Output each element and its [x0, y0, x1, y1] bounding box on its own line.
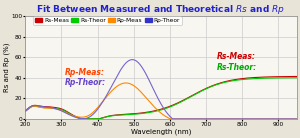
Rs-Meas — [148, 111, 152, 113]
Rp-Theor — [171, 118, 174, 120]
Text: Rs-Theor:: Rs-Theor: — [217, 63, 257, 72]
Rs-Theor — [148, 112, 152, 113]
Line: Rp-Theor: Rp-Theor — [25, 60, 296, 119]
Y-axis label: Rs and Rp (%): Rs and Rp (%) — [4, 43, 10, 92]
Text: Rp-Meas:: Rp-Meas: — [65, 68, 105, 77]
Rp-Theor — [37, 105, 41, 107]
Rp-Theor — [295, 118, 298, 120]
Line: Rp-Meas: Rp-Meas — [25, 83, 296, 119]
Rs-Meas — [237, 78, 241, 80]
Rp-Meas — [287, 118, 291, 120]
Rp-Theor — [155, 96, 159, 98]
Line: Rs-Theor: Rs-Theor — [25, 78, 296, 119]
Rp-Theor — [23, 110, 27, 112]
Line: Rs-Meas: Rs-Meas — [25, 76, 296, 119]
Rs-Meas — [287, 76, 291, 77]
Rs-Theor — [79, 118, 83, 120]
Rs-Meas — [287, 76, 290, 77]
Rs-Meas — [23, 110, 27, 112]
Rs-Theor — [37, 106, 41, 108]
Rs-Meas — [155, 109, 159, 111]
Rs-Meas — [295, 76, 298, 77]
Rs-Meas — [37, 105, 41, 107]
Rp-Meas — [148, 102, 152, 103]
Rs-Meas — [80, 118, 84, 120]
Text: Rs-Meas:: Rs-Meas: — [217, 52, 256, 61]
Rp-Theor — [287, 118, 291, 120]
X-axis label: Wavelength (nm): Wavelength (nm) — [131, 128, 191, 135]
Rp-Theor — [237, 118, 241, 120]
Rs-Theor — [287, 77, 291, 79]
Rp-Meas — [169, 118, 172, 120]
Title: Fit Between Measured and Theoretical $\mathit{Rs}$ and $\mathit{Rp}$: Fit Between Measured and Theoretical $\m… — [36, 3, 286, 16]
Rp-Theor — [148, 81, 152, 83]
Rs-Theor — [23, 111, 27, 112]
Rp-Theor — [130, 59, 134, 60]
Rp-Meas — [23, 110, 27, 112]
Rs-Theor — [155, 110, 159, 112]
Rs-Theor — [295, 77, 298, 79]
Rs-Theor — [287, 77, 290, 79]
Rp-Theor — [287, 118, 291, 120]
Rp-Meas — [295, 118, 298, 120]
Rp-Meas — [237, 118, 241, 120]
Rs-Theor — [237, 79, 241, 81]
Rp-Meas — [287, 118, 291, 120]
Text: Rp-Theor:: Rp-Theor: — [65, 78, 106, 87]
Rp-Meas — [155, 109, 159, 111]
Legend: Rs-Meas, Rs-Theor, Rp-Meas, Rp-Theor: Rs-Meas, Rs-Theor, Rp-Meas, Rp-Theor — [33, 16, 182, 25]
Rp-Meas — [124, 82, 128, 84]
Rp-Meas — [37, 106, 41, 108]
